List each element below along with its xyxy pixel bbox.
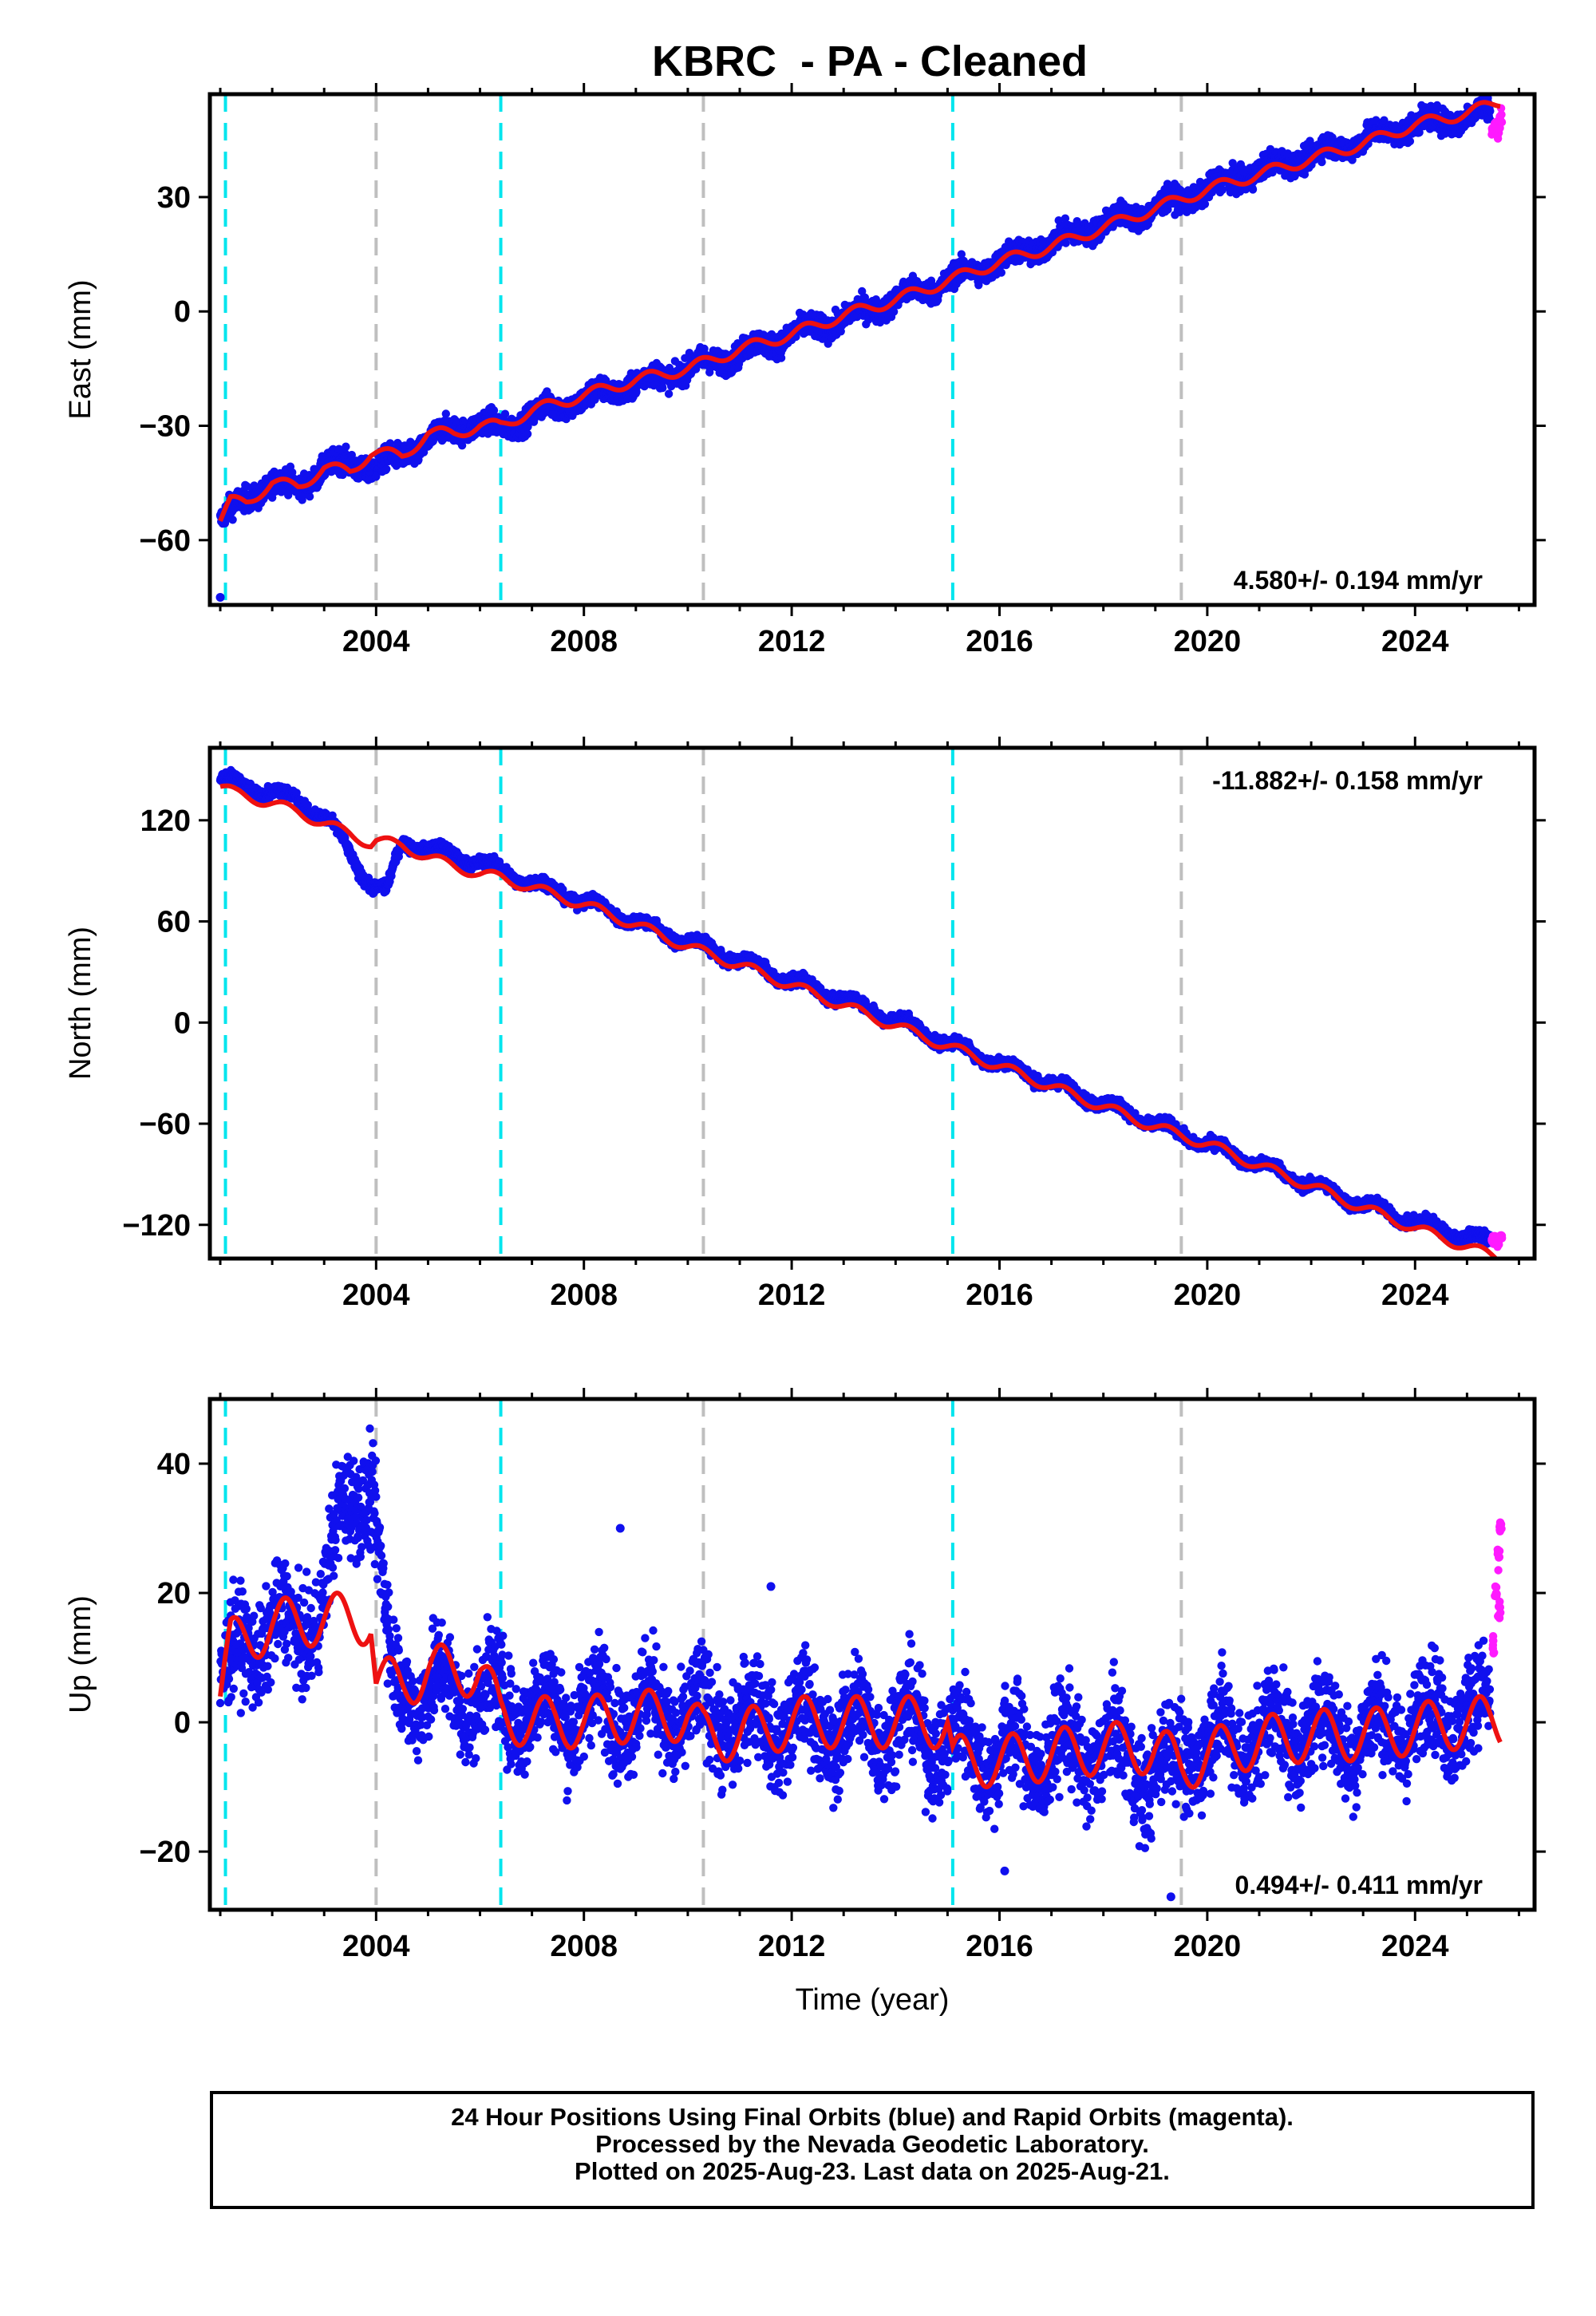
chart-title: KBRC - PA - Cleaned (651, 38, 1088, 85)
data-point (889, 307, 899, 316)
north-panel: 2004 2008 2012 2016 2020 2024−120−60060120Nor… (64, 737, 1546, 1312)
velocity-label: 4.580+/- 0.194 mm/yr (1234, 566, 1483, 595)
plot-area (215, 94, 1507, 605)
data-point (632, 388, 641, 397)
data-point (1061, 214, 1070, 223)
data-point (1175, 207, 1184, 216)
outlier-point (215, 592, 225, 602)
data-point (1317, 157, 1326, 167)
data-point (342, 442, 350, 451)
x-tick-label: 2016 (966, 625, 1033, 658)
data-point (347, 450, 356, 460)
data-point (1061, 239, 1070, 247)
x-tick-label: 2008 (550, 625, 618, 658)
data-point (664, 389, 674, 398)
final-orbit-points (215, 94, 1495, 602)
data-point (1268, 168, 1277, 177)
plot-frame (207, 92, 1537, 607)
data-point (441, 409, 450, 418)
data-point (457, 441, 467, 450)
y-tick-label: 30 (157, 181, 191, 215)
data-point (1486, 107, 1495, 116)
data-point (776, 354, 786, 362)
y-tick-label: −30 (140, 410, 191, 444)
x-tick-label: 2024 (1381, 625, 1449, 658)
data-point (1248, 185, 1258, 194)
data-point (292, 788, 301, 797)
data-point (1200, 200, 1210, 208)
x-tick-label: 2020 (1174, 625, 1242, 658)
data-point (303, 800, 312, 809)
rapid-data-point (1496, 117, 1505, 125)
x-tick-label: 2012 (758, 625, 826, 658)
rapid-orbit-points (1487, 104, 1507, 143)
data-point (382, 464, 391, 473)
data-point (228, 516, 237, 524)
data-point (1391, 121, 1400, 130)
x-tick-label: 2004 (342, 625, 410, 658)
plot-area (215, 748, 1507, 1259)
data-point (1405, 136, 1415, 146)
rapid-data-point (1493, 132, 1502, 140)
data-point (489, 406, 499, 415)
y-tick-label: −60 (140, 524, 191, 558)
rapid-data-point (1495, 124, 1504, 132)
data-point (997, 268, 1006, 277)
data-point (957, 250, 966, 259)
data-point (500, 409, 510, 418)
y-axis-label: East (mm) (64, 279, 97, 419)
data-point (658, 383, 667, 393)
data-point (523, 429, 532, 438)
data-point (1218, 185, 1227, 195)
y-tick-label: 0 (174, 295, 191, 329)
model-curve (218, 100, 1501, 522)
east-panel: 2004 2008 2012 2016 2020 2024 −60 −30 0 30 East (m… (64, 83, 1546, 658)
data-point (305, 492, 314, 501)
